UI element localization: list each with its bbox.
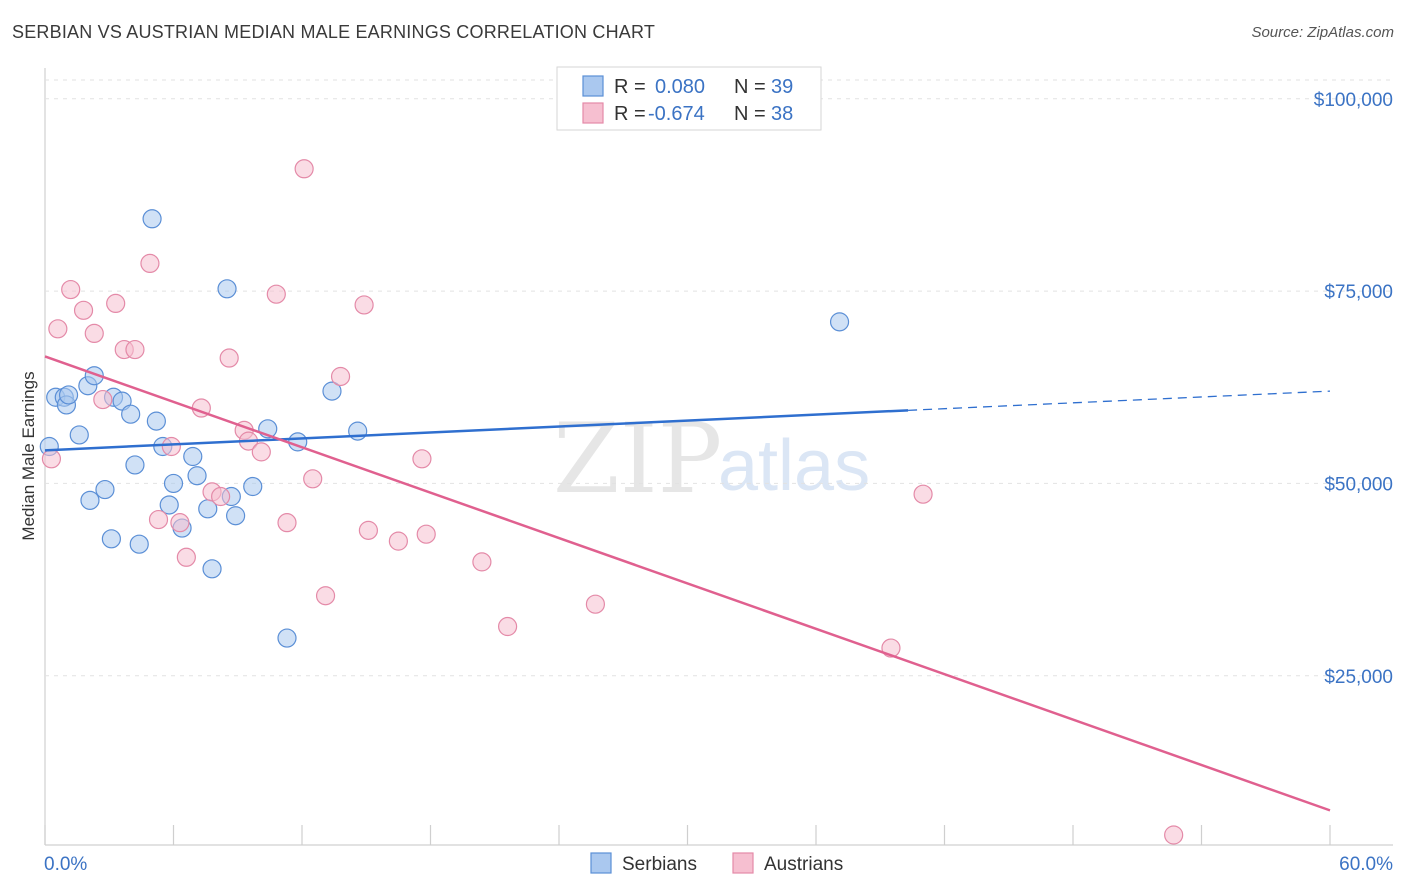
legend-austrians-n-value: 38 xyxy=(771,103,793,125)
correlation-legend: R = 0.080 N = 39 R = -0.674 N = 38 xyxy=(556,66,822,131)
serbians-point xyxy=(121,404,141,424)
y-axis-tick-labels: $25,000 $50,000 $75,000 $100,000 xyxy=(1314,90,1393,688)
serbians-point xyxy=(129,534,149,554)
x-axis-ticks xyxy=(44,825,1331,845)
austrians-point xyxy=(277,513,297,533)
austrians-point xyxy=(412,449,432,469)
serbians-point xyxy=(95,479,115,500)
legend-serbians-r-value: 0.080 xyxy=(655,76,705,98)
legend-serbians-swatch xyxy=(582,75,604,97)
austrians-point xyxy=(106,293,126,314)
austrians-point xyxy=(498,616,518,637)
legend-serbians-r-label: R = xyxy=(614,76,646,98)
y-tick-label: $25,000 xyxy=(1324,667,1393,688)
austrians-point xyxy=(354,295,374,315)
legend-austrians-r-value: -0.674 xyxy=(648,103,705,125)
serbians-point xyxy=(226,506,246,526)
austrians-point xyxy=(170,513,190,533)
austrians-point xyxy=(913,484,933,504)
austrians-point xyxy=(41,449,62,469)
serbians-point xyxy=(101,529,121,549)
serbians-point xyxy=(277,628,297,648)
serbians-points xyxy=(39,209,850,648)
series-legend-austrians-label: Austrians xyxy=(764,854,843,875)
serbians-point xyxy=(163,473,184,494)
serbians-point xyxy=(187,466,207,486)
serbians-point xyxy=(142,209,162,229)
serbians-point xyxy=(80,490,100,510)
serbians-point xyxy=(202,559,222,579)
austrians-point xyxy=(358,520,378,540)
legend-austrians-n-label: N = xyxy=(734,103,766,125)
austrians-point xyxy=(251,442,271,462)
austrians-point xyxy=(161,436,181,457)
series-legend-serbians-label: Serbians xyxy=(622,854,697,875)
serbians-trend-extension xyxy=(908,390,1331,411)
austrians-point xyxy=(1164,825,1184,845)
grid-lines xyxy=(45,79,1393,677)
serbians-point xyxy=(183,446,203,467)
series-legend: Serbians Austrians xyxy=(590,852,843,875)
austrians-point xyxy=(472,552,492,572)
legend-serbians-n-label: N = xyxy=(734,76,766,98)
austrians-point xyxy=(266,284,286,304)
watermark-atlas: atlas xyxy=(718,426,870,506)
austrians-trend-line xyxy=(44,355,1331,812)
series-legend-serbians-swatch xyxy=(590,852,612,874)
austrians-point xyxy=(416,524,436,544)
y-tick-label: $50,000 xyxy=(1324,474,1393,495)
austrians-point xyxy=(93,389,113,410)
austrians-point xyxy=(303,469,323,489)
serbians-point xyxy=(829,312,850,332)
serbians-point xyxy=(125,455,145,475)
x-tick-label-max: 60.0% xyxy=(1339,854,1393,875)
austrians-point xyxy=(330,366,351,387)
chart-title: SERBIAN VS AUSTRIAN MEDIAN MALE EARNINGS… xyxy=(12,22,656,42)
series-legend-austrians-swatch xyxy=(732,852,754,874)
austrians-point xyxy=(148,509,169,530)
austrians-point xyxy=(48,319,68,339)
serbians-point xyxy=(348,421,368,441)
source-label: Source: ZipAtlas.com xyxy=(1251,24,1394,41)
austrians-points xyxy=(41,159,1184,845)
austrians-point xyxy=(140,253,160,274)
serbians-point xyxy=(58,385,79,405)
serbians-trend-line xyxy=(44,409,909,452)
austrians-point xyxy=(73,300,94,320)
austrians-point xyxy=(211,486,231,507)
serbians-point xyxy=(159,495,179,515)
austrians-point xyxy=(84,323,104,344)
austrians-point xyxy=(585,594,606,614)
austrians-point xyxy=(388,531,408,551)
austrians-point xyxy=(294,159,314,179)
y-tick-label: $100,000 xyxy=(1314,90,1393,111)
austrians-point xyxy=(315,586,336,606)
y-axis-label: Median Male Earnings xyxy=(19,371,38,540)
legend-austrians-swatch xyxy=(582,102,604,124)
austrians-point xyxy=(125,339,145,360)
serbians-point xyxy=(69,425,89,445)
x-tick-label-min: 0.0% xyxy=(44,854,87,875)
legend-serbians-n-value: 39 xyxy=(771,76,793,98)
y-tick-label: $75,000 xyxy=(1324,282,1393,303)
austrians-point xyxy=(219,348,239,368)
serbians-point xyxy=(217,279,237,299)
serbians-point xyxy=(243,476,263,497)
austrians-point xyxy=(61,279,81,300)
austrians-point xyxy=(176,547,196,567)
serbians-point xyxy=(322,381,342,401)
legend-austrians-r-label: R = xyxy=(614,103,646,125)
serbians-point xyxy=(146,411,166,431)
